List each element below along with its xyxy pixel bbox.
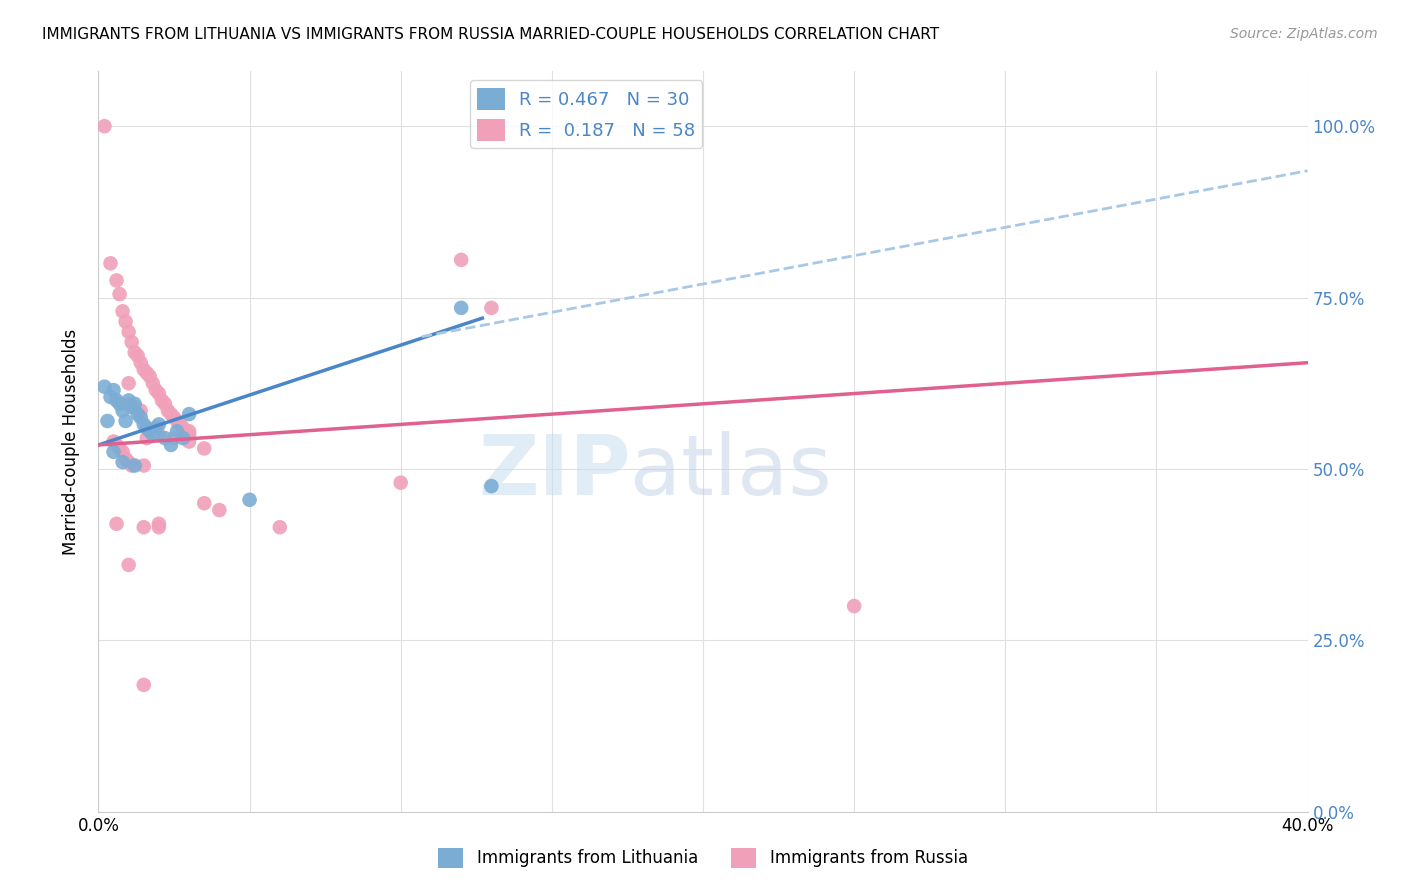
Point xyxy=(105,273,128,287)
Point xyxy=(139,424,162,438)
Point xyxy=(108,287,131,301)
Legend: R = 0.467   N = 30, R =  0.187   N = 58: R = 0.467 N = 30, R = 0.187 N = 58 xyxy=(470,80,702,148)
Point xyxy=(160,407,183,421)
Point xyxy=(150,393,173,408)
Point xyxy=(135,431,157,445)
Point xyxy=(179,424,201,438)
Point xyxy=(135,366,157,380)
Point xyxy=(100,256,122,270)
Point xyxy=(132,458,155,473)
Point xyxy=(153,431,176,445)
Point xyxy=(108,442,131,456)
Point xyxy=(105,393,128,408)
Point xyxy=(127,407,149,421)
Point xyxy=(111,445,134,459)
Point xyxy=(148,427,170,442)
Point xyxy=(135,421,157,435)
Text: ZIP: ZIP xyxy=(478,431,630,512)
Point xyxy=(121,335,143,350)
Point xyxy=(450,252,472,267)
Point xyxy=(481,301,503,315)
Point xyxy=(148,520,170,534)
Point xyxy=(108,397,131,411)
Point xyxy=(193,496,215,510)
Point xyxy=(111,304,134,318)
Point xyxy=(129,403,152,417)
Point xyxy=(148,386,170,401)
Point xyxy=(139,369,162,384)
Text: Source: ZipAtlas.com: Source: ZipAtlas.com xyxy=(1230,27,1378,41)
Point xyxy=(208,503,231,517)
Point xyxy=(142,376,165,391)
Point xyxy=(153,397,176,411)
Point xyxy=(193,442,215,456)
Point xyxy=(166,414,188,428)
Point xyxy=(118,397,141,411)
Point xyxy=(169,417,191,432)
Point xyxy=(124,397,146,411)
Point xyxy=(179,434,201,449)
Point xyxy=(121,458,143,473)
Point xyxy=(103,434,125,449)
Point xyxy=(163,431,186,445)
Point xyxy=(103,445,125,459)
Point xyxy=(132,362,155,376)
Legend: Immigrants from Lithuania, Immigrants from Russia: Immigrants from Lithuania, Immigrants fr… xyxy=(432,841,974,875)
Point xyxy=(105,438,128,452)
Point xyxy=(121,401,143,415)
Point xyxy=(111,403,134,417)
Point xyxy=(100,390,122,404)
Point xyxy=(481,479,503,493)
Text: IMMIGRANTS FROM LITHUANIA VS IMMIGRANTS FROM RUSSIA MARRIED-COUPLE HOUSEHOLDS CO: IMMIGRANTS FROM LITHUANIA VS IMMIGRANTS … xyxy=(42,27,939,42)
Point xyxy=(105,516,128,531)
Point xyxy=(172,421,194,435)
Point xyxy=(148,516,170,531)
Point xyxy=(450,301,472,315)
Point xyxy=(118,558,141,572)
Point xyxy=(114,451,136,466)
Point xyxy=(145,421,167,435)
Point xyxy=(148,417,170,432)
Point xyxy=(118,393,141,408)
Point xyxy=(160,438,183,452)
Point xyxy=(172,431,194,445)
Point xyxy=(179,427,201,442)
Point xyxy=(156,403,179,417)
Point xyxy=(163,410,186,425)
Point xyxy=(93,119,115,133)
Point xyxy=(269,520,291,534)
Point xyxy=(127,349,149,363)
Point xyxy=(166,424,188,438)
Point xyxy=(124,458,146,473)
Point xyxy=(389,475,412,490)
Point xyxy=(142,427,165,442)
Point xyxy=(124,345,146,359)
Point xyxy=(129,410,152,425)
Point xyxy=(96,414,118,428)
Point xyxy=(118,376,141,391)
Point xyxy=(103,383,125,397)
Point xyxy=(118,455,141,469)
Point xyxy=(174,424,197,438)
Point xyxy=(132,520,155,534)
Point xyxy=(93,380,115,394)
Point xyxy=(118,325,141,339)
Point xyxy=(124,401,146,415)
Point xyxy=(179,407,201,421)
Y-axis label: Married-couple Households: Married-couple Households xyxy=(62,328,80,555)
Point xyxy=(844,599,866,613)
Point xyxy=(114,414,136,428)
Point xyxy=(111,455,134,469)
Text: atlas: atlas xyxy=(630,431,832,512)
Point xyxy=(132,678,155,692)
Point xyxy=(129,356,152,370)
Point xyxy=(145,383,167,397)
Point xyxy=(239,492,262,507)
Point xyxy=(114,315,136,329)
Point xyxy=(132,417,155,432)
